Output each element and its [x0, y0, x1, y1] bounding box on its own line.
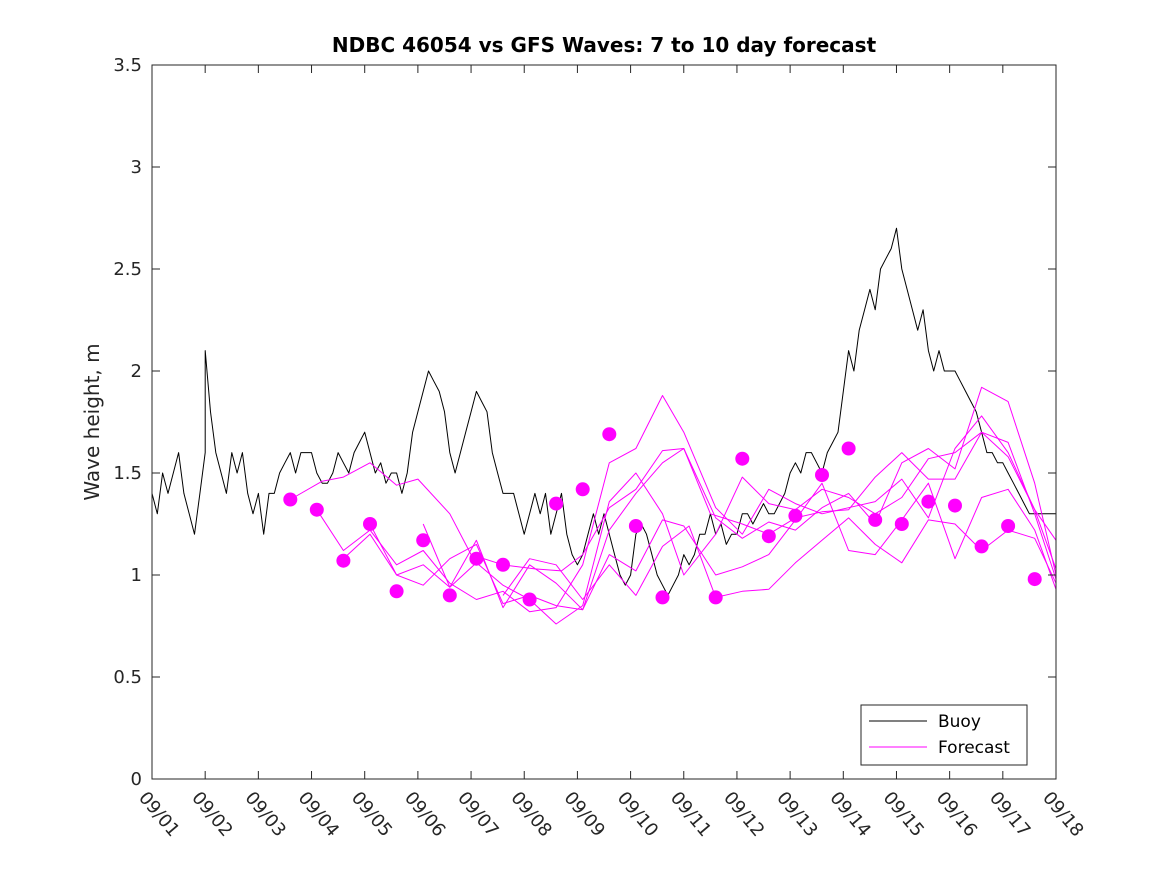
forecast-marker-3: [363, 517, 377, 531]
forecast-marker-23: [921, 494, 936, 509]
x-tick-label: 09/04: [294, 788, 343, 841]
y-tick-label: 0.5: [113, 667, 142, 688]
chart-title: NDBC 46054 vs GFS Waves: 7 to 10 day for…: [332, 33, 877, 57]
forecast-marker-21: [868, 512, 883, 527]
forecast-line-6: [502, 517, 1057, 600]
forecast-line-1: [290, 431, 1057, 572]
axes-box: [151, 64, 1057, 780]
forecast-marker-2: [336, 553, 351, 568]
y-tick-label: 2.5: [113, 259, 142, 280]
forecast-line-4: [369, 386, 1057, 611]
x-tick-label: 09/09: [560, 788, 609, 841]
legend-label-buoy: Buoy: [938, 712, 981, 732]
forecast-marker-5: [416, 533, 431, 548]
forecast-marker-26: [1001, 519, 1016, 533]
x-tick-label: 09/02: [187, 788, 236, 841]
forecast-marker-22: [894, 517, 909, 531]
y-axis-label: Wave height, m: [80, 343, 104, 500]
x-tick-label: 09/01: [134, 788, 183, 841]
plot-area: [151, 227, 1057, 625]
forecast-marker-13: [628, 519, 643, 533]
forecast-marker-8: [496, 557, 510, 572]
forecast-marker-18: [788, 508, 803, 523]
x-tick-label: 09/08: [506, 788, 555, 841]
y-tick-label: 3: [131, 157, 142, 178]
forecast-marker-11: [575, 482, 590, 497]
x-tick-label: 09/18: [1038, 788, 1087, 841]
forecast-marker-14: [655, 590, 670, 605]
forecast-marker-0: [283, 492, 298, 507]
x-tick-label: 09/13: [772, 788, 821, 841]
forecast-marker-25: [974, 539, 989, 554]
x-tick-label: 09/16: [932, 788, 981, 841]
x-tick-label: 09/03: [241, 788, 290, 841]
buoy-line: [151, 227, 1056, 596]
x-tick-label: 09/15: [879, 788, 928, 841]
forecast-marker-9: [522, 592, 537, 607]
forecast-marker-19: [815, 468, 829, 482]
x-tick-label: 09/12: [719, 788, 768, 841]
x-tick-label: 09/05: [347, 788, 396, 841]
x-tick-label: 09/17: [985, 788, 1034, 841]
forecast-marker-24: [948, 498, 962, 513]
forecast-marker-16: [735, 451, 750, 466]
legend-box: [860, 704, 1028, 766]
y-tick-label: 0: [131, 769, 142, 790]
forecast-marker-12: [602, 427, 617, 442]
forecast-marker-1: [309, 502, 324, 517]
y-tick-label: 1.5: [113, 463, 142, 484]
forecast-line-2: [316, 395, 1057, 613]
x-tick-label: 09/10: [613, 788, 662, 841]
y-tick-label: 1: [131, 565, 142, 586]
x-tick-label: 09/14: [825, 788, 874, 841]
forecast-marker-17: [761, 529, 776, 544]
legend-label-forecast: Forecast: [938, 738, 1010, 758]
x-tick-label: 09/11: [666, 788, 715, 841]
forecast-marker-10: [549, 496, 564, 511]
legend: Buoy Forecast: [860, 704, 1028, 766]
forecast-marker-7: [469, 551, 484, 566]
forecast-marker-27: [1027, 572, 1042, 587]
y-tick-label: 3.5: [113, 55, 142, 76]
forecast-marker-4: [389, 584, 404, 599]
forecast-line-5: [422, 482, 1057, 611]
forecast-marker-15: [708, 590, 723, 605]
forecast-marker-6: [442, 588, 457, 603]
y-tick-label: 2: [131, 361, 142, 382]
forecast-marker-20: [841, 441, 856, 456]
x-tick-label: 09/06: [400, 788, 449, 841]
x-tick-label: 09/07: [453, 788, 502, 841]
